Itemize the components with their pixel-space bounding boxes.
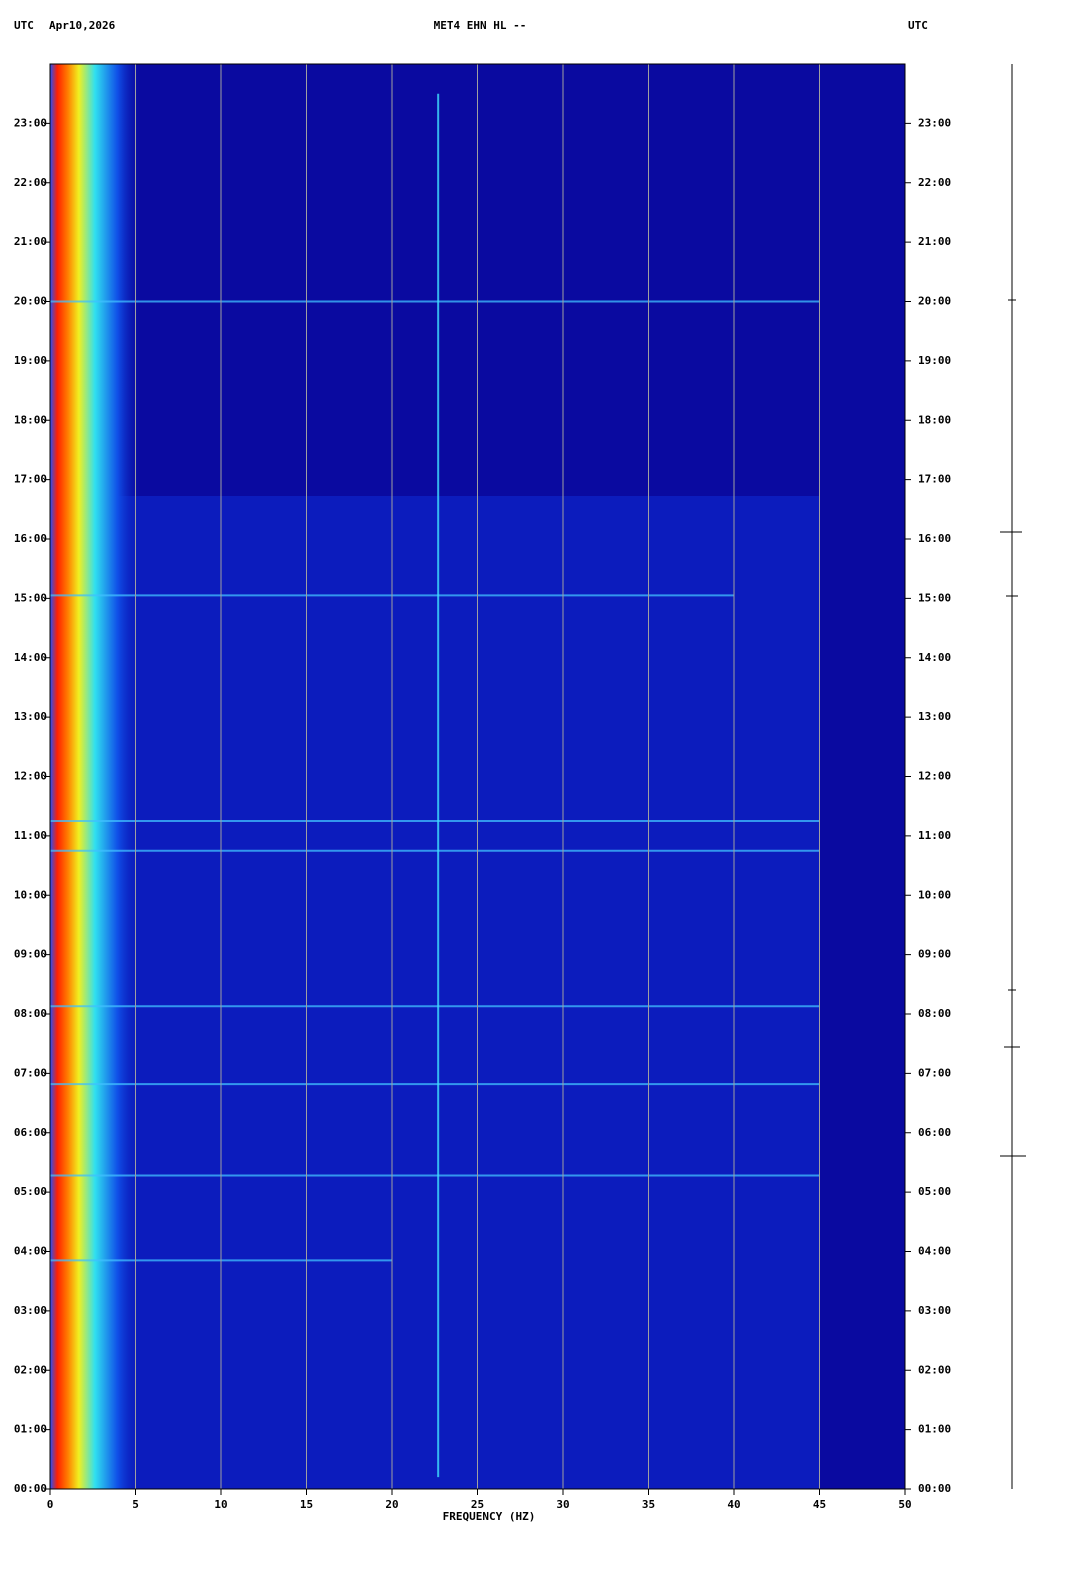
y-tick-label: 19:00 [14, 354, 47, 367]
y-tick-label-right: 16:00 [918, 532, 951, 545]
y-tick-label-right: 14:00 [918, 651, 951, 664]
y-tick-label-right: 08:00 [918, 1007, 951, 1020]
y-tick-label-right: 03:00 [918, 1304, 951, 1317]
plot-frame [49, 63, 906, 1490]
y-tick-label-right: 11:00 [918, 829, 951, 842]
y-tick-label: 20:00 [14, 295, 47, 308]
date: Apr10,2026 [49, 19, 116, 32]
x-tick-label: 0 [47, 1498, 54, 1511]
y-tick-label: 05:00 [14, 1185, 47, 1198]
x-tick-label: 50 [898, 1498, 911, 1511]
x-tick-label: 10 [214, 1498, 227, 1511]
y-tick-label-right: 15:00 [918, 591, 951, 604]
y-tick-label-right: 12:00 [918, 770, 951, 783]
y-tick-label-right: 10:00 [918, 888, 951, 901]
y-tick-label-right: 22:00 [918, 176, 951, 189]
y-tick-label: 02:00 [14, 1363, 47, 1376]
x-tick-label: 15 [300, 1498, 313, 1511]
y-tick-label: 03:00 [14, 1304, 47, 1317]
y-tick-label-right: 19:00 [918, 354, 951, 367]
y-tick-label: 01:00 [14, 1423, 47, 1436]
y-tick-label-right: 20:00 [918, 295, 951, 308]
seismogram-spikes [1000, 299, 1026, 1157]
x-tick-label: 25 [471, 1498, 484, 1511]
y-tick-label: 00:00 [14, 1482, 47, 1495]
y-tick-label: 06:00 [14, 1126, 47, 1139]
y-tick-label: 11:00 [14, 829, 47, 842]
x-tick-label: 45 [813, 1498, 826, 1511]
y-tick-label: 21:00 [14, 235, 47, 248]
y-tick-label-right: 00:00 [918, 1482, 951, 1495]
y-tick-label: 17:00 [14, 473, 47, 486]
y-tick-label-right: 13:00 [918, 710, 951, 723]
chart-title: MET4 EHN HL -- [434, 19, 527, 32]
y-tick-label: 22:00 [14, 176, 47, 189]
y-tick-label: 18:00 [14, 413, 47, 426]
y-tick-label: 08:00 [14, 1007, 47, 1020]
y-tick-label: 09:00 [14, 948, 47, 961]
y-tick-label: 15:00 [14, 591, 47, 604]
x-tick-label: 40 [727, 1498, 740, 1511]
y-tick-label-right: 21:00 [918, 235, 951, 248]
y-tick-label-right: 17:00 [918, 473, 951, 486]
y-tick-label: 04:00 [14, 1245, 47, 1258]
y-tick-label: 10:00 [14, 888, 47, 901]
header-right: UTC [908, 19, 928, 32]
y-tick-label-right: 06:00 [918, 1126, 951, 1139]
x-tick-label: 20 [385, 1498, 398, 1511]
y-tick-label: 12:00 [14, 770, 47, 783]
y-tick-label: 14:00 [14, 651, 47, 664]
low-frequency-energy [50, 64, 140, 1489]
y-tick-label-right: 09:00 [918, 948, 951, 961]
y-tick-label-right: 05:00 [918, 1185, 951, 1198]
y-tick-label-right: 04:00 [918, 1245, 951, 1258]
x-tick-label: 30 [556, 1498, 569, 1511]
y-tick-label-right: 07:00 [918, 1066, 951, 1079]
x-tick-label: 35 [642, 1498, 655, 1511]
y-tick-label: 23:00 [14, 116, 47, 129]
x-axis-label: FREQUENCY (HZ) [443, 1510, 536, 1523]
y-tick-label: 16:00 [14, 532, 47, 545]
noise-floor [50, 496, 820, 1489]
y-tick-label-right: 02:00 [918, 1363, 951, 1376]
header-left: UTC [14, 19, 34, 32]
y-tick-label-right: 01:00 [918, 1423, 951, 1436]
y-tick-label-right: 23:00 [918, 116, 951, 129]
x-tick-label: 5 [132, 1498, 139, 1511]
y-tick-label-right: 18:00 [918, 413, 951, 426]
y-tick-label: 07:00 [14, 1066, 47, 1079]
y-tick-label: 13:00 [14, 710, 47, 723]
